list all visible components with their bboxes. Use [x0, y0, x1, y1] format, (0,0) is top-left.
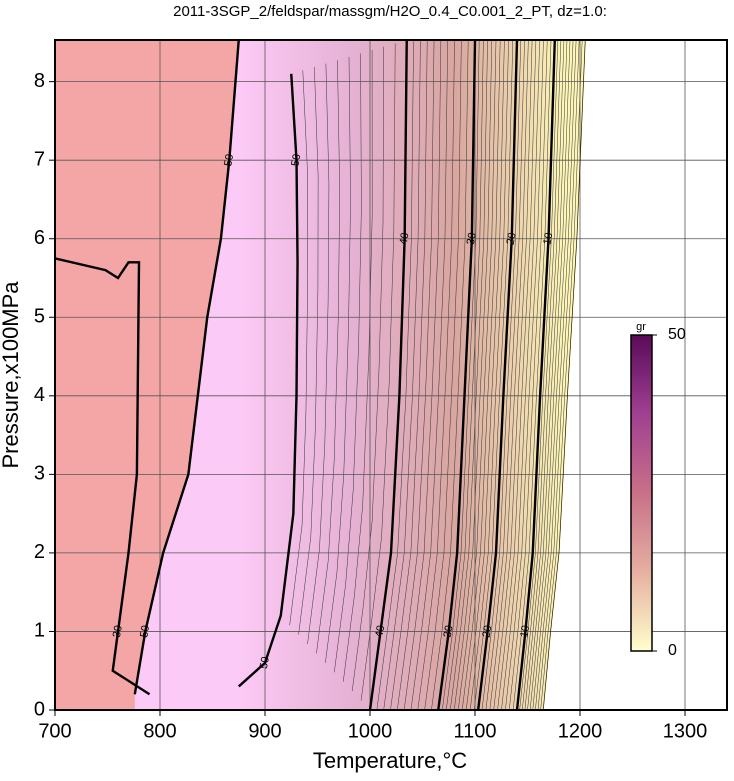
plot-frame [54, 39, 728, 711]
y-tick-label: 1 [34, 620, 45, 642]
contour-line [437, 40, 477, 710]
minor-contour [351, 46, 384, 692]
minor-contour [334, 53, 362, 673]
minor-contour [325, 56, 351, 663]
colorbar [630, 334, 653, 652]
contour-label: 50 [289, 153, 303, 167]
y-tick-label: 3 [34, 463, 45, 485]
y-tick-label: 7 [34, 148, 45, 170]
y-tick-label: 8 [34, 70, 45, 92]
minor-contour [342, 50, 373, 682]
y-tick-label: 4 [34, 384, 45, 406]
x-tick-label: 1100 [453, 720, 496, 742]
x-tick-label: 1000 [348, 720, 393, 742]
minor-contour [316, 60, 341, 654]
contour-line [237, 73, 299, 688]
contour-line [476, 40, 519, 710]
y-tick-label: 2 [34, 541, 45, 563]
x-tick-label: 700 [38, 720, 71, 742]
contour-label: 50 [258, 656, 272, 670]
y-tick-label: 0 [34, 698, 45, 720]
minor-contour [298, 67, 319, 635]
y-tick-label: 6 [34, 227, 45, 249]
contour-label: 50 [222, 153, 236, 167]
minor-contour [307, 63, 330, 645]
y-axis-label: Pressure,x100MPa [0, 281, 23, 469]
x-tick-label: 1300 [663, 720, 708, 742]
x-tick-label: 900 [248, 720, 281, 742]
contour-line [55, 257, 151, 696]
contour-label: 40 [398, 232, 412, 246]
contour-line [368, 40, 408, 710]
contour-label: 30 [111, 624, 125, 638]
colorbar-tick-label: 0 [668, 642, 677, 659]
chart-title: 2011-3SGP_2/feldspar/massgm/H2O_0.4_C0.0… [173, 3, 607, 20]
contour-line [515, 40, 556, 710]
contour-label: 40 [373, 624, 387, 638]
contour-line [542, 40, 586, 710]
contour-label: 20 [481, 624, 495, 638]
contour-label: 50 [138, 624, 152, 638]
colorbar-tick-label: 50 [668, 326, 686, 343]
contour-label: 30 [465, 232, 479, 246]
x-tick-label: 1200 [558, 720, 603, 742]
y-tick-label: 5 [34, 306, 45, 328]
contour-label: 20 [505, 232, 519, 246]
minor-contour [289, 70, 308, 626]
contour-line [133, 40, 240, 695]
x-tick-label: 800 [143, 720, 176, 742]
contour-label: 10 [518, 624, 532, 638]
colorbar-label: gr [636, 321, 646, 333]
contour-label: 10 [541, 232, 555, 246]
x-axis-label: Temperature,°C [313, 748, 467, 773]
contour-label: 30 [442, 624, 456, 638]
plot-area: 50 50 50 50 40 40 30 30 20 20 10 10 30 [55, 40, 727, 710]
